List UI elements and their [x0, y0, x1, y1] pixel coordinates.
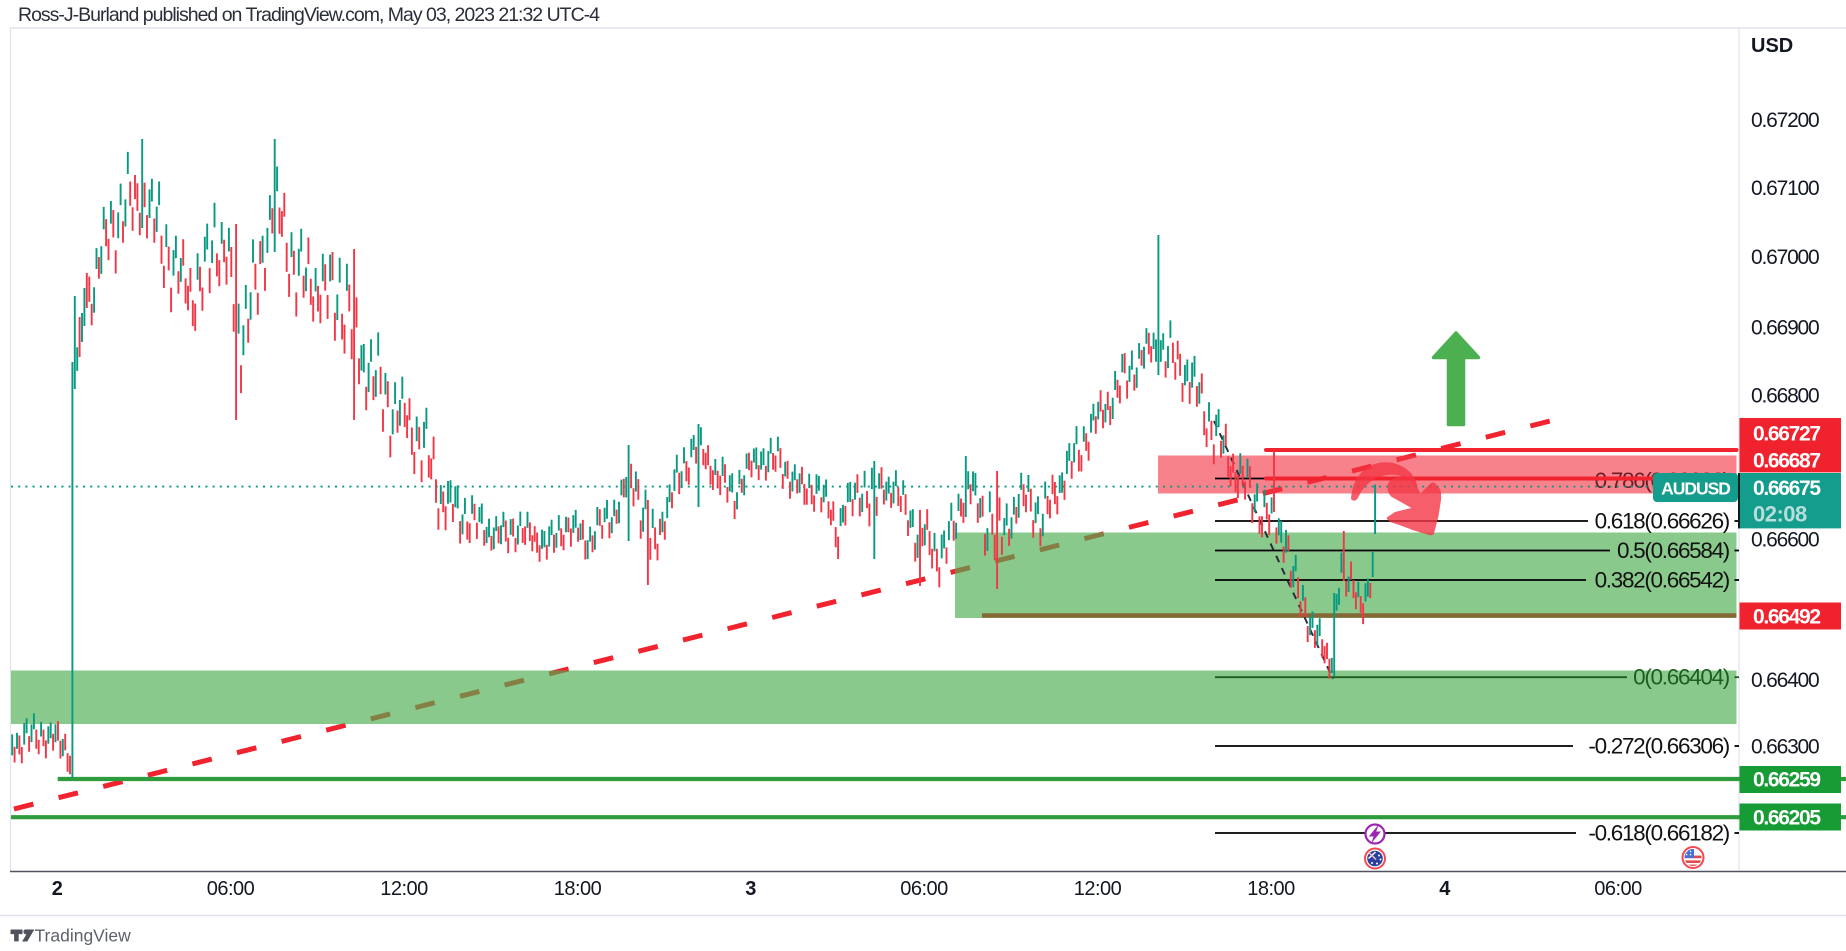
svg-text:0.382(0.66542): 0.382(0.66542) — [1595, 568, 1730, 593]
svg-text:06:00: 06:00 — [207, 878, 255, 900]
svg-text:0.67200: 0.67200 — [1751, 109, 1819, 132]
svg-text:4: 4 — [1439, 878, 1451, 900]
svg-text:0.66600: 0.66600 — [1751, 529, 1819, 552]
svg-text:0.618(0.66626): 0.618(0.66626) — [1595, 509, 1730, 534]
svg-text:2: 2 — [52, 878, 63, 900]
svg-text:TradingView: TradingView — [35, 926, 132, 946]
svg-text:0.67100: 0.67100 — [1751, 177, 1819, 200]
svg-text:0.67000: 0.67000 — [1751, 246, 1819, 269]
svg-text:AUDUSD: AUDUSD — [1661, 479, 1730, 499]
svg-text:06:00: 06:00 — [900, 878, 948, 900]
svg-text:0.66492: 0.66492 — [1753, 606, 1820, 629]
svg-text:0.66687: 0.66687 — [1753, 450, 1820, 473]
svg-text:0.66300: 0.66300 — [1751, 736, 1819, 759]
svg-text:0.66727: 0.66727 — [1753, 423, 1820, 446]
svg-text:02:08: 02:08 — [1753, 502, 1807, 527]
svg-text:0.66900: 0.66900 — [1751, 317, 1819, 340]
svg-text:-0.618(0.66182): -0.618(0.66182) — [1588, 821, 1729, 846]
svg-text:0.66675: 0.66675 — [1753, 477, 1821, 500]
svg-text:0.66800: 0.66800 — [1751, 385, 1819, 408]
svg-text:06:00: 06:00 — [1594, 878, 1642, 900]
svg-text:18:00: 18:00 — [1247, 878, 1295, 900]
svg-text:0.5(0.66584): 0.5(0.66584) — [1617, 538, 1730, 563]
svg-text:18:00: 18:00 — [554, 878, 602, 900]
svg-text:0(0.66404): 0(0.66404) — [1633, 665, 1730, 690]
svg-text:12:00: 12:00 — [1074, 878, 1122, 900]
svg-text:3: 3 — [745, 878, 756, 900]
svg-text:12:00: 12:00 — [380, 878, 428, 900]
svg-text:-0.272(0.66306): -0.272(0.66306) — [1588, 734, 1729, 759]
svg-text:Ross-J-Burland published on Tr: Ross-J-Burland published on TradingView.… — [18, 4, 600, 26]
svg-text:0.66400: 0.66400 — [1751, 669, 1819, 692]
svg-text:0.66259: 0.66259 — [1753, 769, 1820, 792]
svg-text:USD: USD — [1751, 35, 1793, 57]
svg-text:0.66205: 0.66205 — [1753, 807, 1821, 830]
